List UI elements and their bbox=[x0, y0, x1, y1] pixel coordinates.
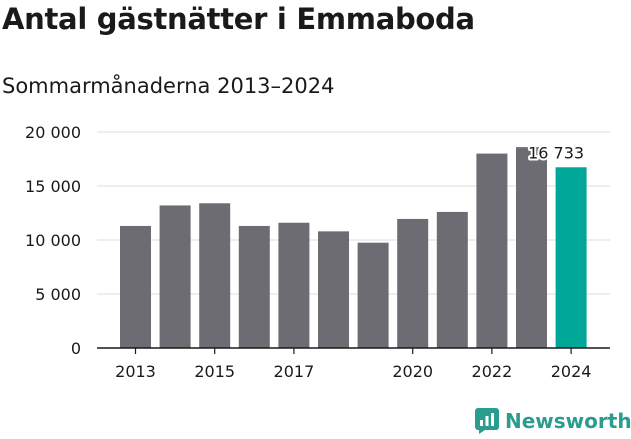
newsworthy-logo-icon bbox=[475, 408, 499, 434]
bar-chart: 0 5 000 10 000 15 000 20 000 2013 2015 2017 2020… bbox=[25, 123, 610, 381]
bar-2024 bbox=[555, 167, 587, 348]
x-tick-label: 2017 bbox=[274, 362, 315, 381]
x-tick-label: 2013 bbox=[115, 362, 156, 381]
x-tick-label: 2015 bbox=[194, 362, 235, 381]
bar-2018 bbox=[318, 231, 349, 348]
y-tick-label: 0 bbox=[71, 339, 81, 358]
bar-2021 bbox=[436, 211, 468, 348]
brand-name: Newsworthy bbox=[505, 409, 631, 433]
bar-2017 bbox=[278, 222, 310, 348]
bar-2023 bbox=[516, 147, 547, 348]
newsworthy-brand: Newsworthy bbox=[475, 405, 631, 437]
bar-2019 bbox=[357, 242, 389, 348]
x-tick-label: 2022 bbox=[472, 362, 513, 381]
bar-2020 bbox=[397, 218, 429, 348]
chart-subtitle: Sommarmånaderna 2013–2024 bbox=[2, 74, 335, 98]
bar-2014 bbox=[159, 205, 191, 348]
y-tick-label: 10 000 bbox=[25, 231, 81, 250]
x-tick-label: 2024 bbox=[551, 362, 592, 381]
bar-2022 bbox=[476, 153, 508, 348]
y-tick-label: 20 000 bbox=[25, 123, 81, 142]
y-tick-label: 15 000 bbox=[25, 177, 81, 196]
bar-2016 bbox=[238, 225, 270, 348]
data-label-2024: 16 733 bbox=[528, 143, 584, 162]
bar-2013 bbox=[120, 225, 151, 348]
y-tick-label: 5 000 bbox=[35, 285, 81, 304]
x-tick-label: 2020 bbox=[392, 362, 433, 381]
bar-2015 bbox=[199, 203, 231, 348]
chart-title: Antal gästnätter i Emmaboda bbox=[2, 2, 475, 36]
